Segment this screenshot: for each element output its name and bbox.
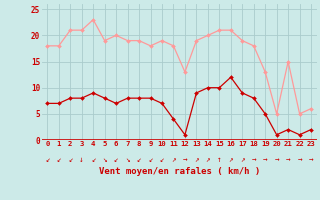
Text: ↙: ↙ [114, 155, 118, 164]
Text: →: → [286, 155, 291, 164]
Text: ↙: ↙ [160, 155, 164, 164]
Text: ↗: ↗ [205, 155, 210, 164]
Text: ↗: ↗ [240, 155, 244, 164]
Text: →: → [297, 155, 302, 164]
Text: ↙: ↙ [137, 155, 141, 164]
Text: ↙: ↙ [68, 155, 73, 164]
Text: ↗: ↗ [194, 155, 199, 164]
X-axis label: Vent moyen/en rafales ( km/h ): Vent moyen/en rafales ( km/h ) [99, 167, 260, 176]
Text: ↙: ↙ [91, 155, 95, 164]
Text: ↙: ↙ [45, 155, 50, 164]
Text: ↘: ↘ [102, 155, 107, 164]
Text: ↘: ↘ [125, 155, 130, 164]
Text: ↗: ↗ [171, 155, 176, 164]
Text: →: → [252, 155, 256, 164]
Text: ↗: ↗ [228, 155, 233, 164]
Text: ↓: ↓ [79, 155, 84, 164]
Text: →: → [274, 155, 279, 164]
Text: →: → [183, 155, 187, 164]
Text: ↙: ↙ [148, 155, 153, 164]
Text: ↑: ↑ [217, 155, 222, 164]
Text: →: → [263, 155, 268, 164]
Text: →: → [309, 155, 313, 164]
Text: ↙: ↙ [57, 155, 61, 164]
